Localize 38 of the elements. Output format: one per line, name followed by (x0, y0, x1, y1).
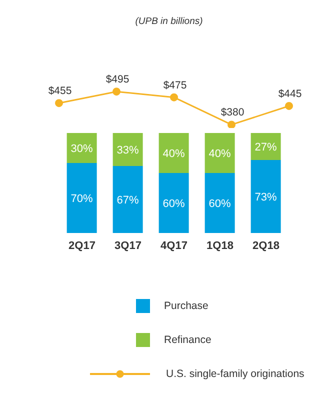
data-label: 27% (254, 142, 278, 154)
x-tick-label: 4Q17 (160, 240, 188, 252)
data-label: 73% (254, 192, 278, 204)
data-label: 60% (162, 198, 186, 210)
point (228, 120, 236, 128)
data-label: 40% (208, 148, 232, 160)
bar (204, 173, 235, 233)
data-label: 33% (116, 144, 140, 156)
bar (204, 133, 235, 173)
point (170, 93, 178, 102)
data-label: $445 (278, 88, 302, 100)
bar (250, 133, 281, 160)
bar (112, 166, 143, 233)
data-label: 40% (162, 148, 186, 160)
data-label: 60% (208, 198, 232, 210)
x-tick-label: 2Q17 (68, 240, 96, 252)
point (285, 102, 293, 110)
x-tick-label: 2Q18 (252, 240, 280, 252)
text: U.S. single-family originations (166, 368, 304, 380)
data-label: 70% (70, 193, 94, 205)
legend-label: Purchase (164, 300, 208, 312)
point (55, 99, 63, 108)
chart-subtitle: (UPB in billions) (134, 15, 204, 28)
data-label: $455 (48, 85, 72, 98)
bar (158, 133, 189, 173)
bar (66, 163, 97, 233)
data-label: $380 (220, 106, 244, 119)
data-label: $495 (106, 74, 130, 86)
legend-label: Refinance (164, 334, 212, 346)
bar (112, 133, 143, 166)
data-label: $475 (163, 79, 187, 92)
x-tick-label: 1Q18 (206, 240, 234, 252)
data-label: 67% (116, 194, 140, 206)
bar (250, 160, 281, 233)
x-tick-label: 3Q17 (114, 240, 142, 252)
point (112, 88, 120, 96)
data-label: 30% (70, 143, 94, 155)
bar (158, 173, 189, 233)
